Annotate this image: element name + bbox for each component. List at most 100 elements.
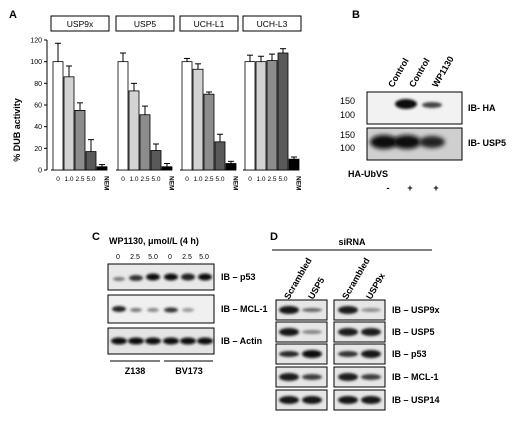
mw-marker-150-bottom: 150 (340, 130, 355, 140)
dose-label: 2.5 (182, 254, 192, 261)
blot-mcl1-c (107, 294, 215, 324)
mw-marker-150-top: 150 (340, 96, 355, 106)
treatment-lane-3: + (433, 183, 438, 193)
x-tick-label: NEM (168, 176, 175, 190)
y-tick-label: 100 (30, 59, 42, 66)
blot-band (361, 308, 381, 312)
blot-band (361, 328, 381, 336)
panel-d-title: siRNA (338, 237, 366, 247)
y-tick-label: 80 (34, 81, 42, 88)
panel-c-title: WP1130, μmol/L (4 h) (109, 236, 199, 246)
blot-box-right (333, 321, 386, 343)
y-tick-label: 60 (34, 103, 42, 110)
blot-band (279, 306, 299, 314)
dose-label: 2.5 (130, 254, 140, 261)
x-tick-label: 1.0 (256, 176, 265, 183)
blot-band (361, 374, 381, 380)
x-tick-label: NEM (103, 176, 110, 190)
panel-b-lane-labels: Control Control WP1130 (386, 55, 456, 89)
lane-label-usp9x: USP9x (364, 271, 387, 301)
group-header (242, 15, 302, 32)
dose-label: 5.0 (199, 254, 209, 261)
blot-label: IB – MCL-1 (392, 372, 439, 382)
panel-b-letter: B (352, 9, 360, 21)
group-header (115, 15, 175, 32)
blot-band (279, 373, 299, 381)
x-tick-label: NEM (232, 176, 239, 190)
blot-box-right (333, 343, 386, 365)
cell-line-bv173: BV173 (175, 366, 203, 376)
blot-band (302, 308, 322, 312)
bar (255, 61, 267, 171)
bar (150, 150, 162, 171)
blot-p53-c (107, 263, 215, 291)
x-tick-label: 0 (56, 176, 60, 183)
dose-label: 0 (168, 254, 172, 261)
panel-d-blots: IB – USP9x IB – USP5 IB – p53 IB – MCL-1 IB … (275, 299, 440, 411)
bar (203, 93, 215, 171)
blot-box-left (275, 343, 328, 365)
blot-box-right (333, 366, 386, 388)
x-tick-label: 2.5 (140, 176, 149, 183)
x-tick-label: 2.5 (75, 176, 84, 183)
blot-band (302, 330, 322, 334)
bar (96, 166, 108, 171)
group-label: UCH-L3 (257, 19, 288, 29)
bar (161, 166, 173, 171)
blot-box-left (275, 366, 328, 388)
x-tick-label: 5.0 (86, 176, 95, 183)
x-tick-label: 5.0 (151, 176, 160, 183)
x-tick-label: 5.0 (215, 176, 224, 183)
blot-label: IB – USP9x (392, 305, 440, 315)
bar (225, 163, 237, 171)
group-header (179, 15, 239, 32)
x-tick-label: 2.5 (267, 176, 276, 183)
blot-usp5-b (366, 127, 463, 161)
x-tick-label: 2.5 (204, 176, 213, 183)
bar (277, 52, 289, 171)
blot-band (361, 396, 381, 404)
bar (52, 61, 64, 171)
x-tick-label: NEM (295, 176, 302, 190)
y-tick-label: 120 (30, 38, 42, 45)
blot-band (302, 350, 322, 358)
bar (139, 114, 151, 171)
y-tick-label: 40 (34, 124, 42, 131)
y-axis-label: % DUB activity (12, 98, 22, 162)
group-label: UCH-L1 (194, 19, 225, 29)
group-label: USP5 (134, 19, 156, 29)
mw-marker-100-top: 100 (340, 110, 355, 120)
blot-band (302, 396, 322, 404)
group-header (50, 15, 110, 32)
dose-label: 5.0 (148, 254, 158, 261)
lane-label-wp1130: WP1130 (430, 55, 456, 89)
bar (128, 90, 140, 171)
treatment-lane-1: - (387, 183, 390, 193)
blot-band (302, 374, 322, 380)
x-tick-label: 5.0 (278, 176, 287, 183)
blot-ha (366, 91, 463, 125)
blot-label-p53-c: IB – p53 (221, 272, 256, 282)
blot-band (338, 306, 358, 314)
blot-box-right (333, 389, 386, 411)
blot-label-actin-c: IB – Actin (221, 336, 262, 346)
bar (117, 61, 129, 171)
blot-actin-c (107, 327, 215, 355)
panel-d-lane-labels: Scrambled USP5 Scrambled USP9x (282, 256, 387, 301)
x-tick-label: 1.0 (129, 176, 138, 183)
x-tick-label: 0 (121, 176, 125, 183)
blot-label-usp5-b: IB- USP5 (468, 138, 506, 148)
x-tick-label: 1.0 (64, 176, 73, 183)
bar (74, 110, 86, 171)
blot-label: IB – USP5 (392, 327, 435, 337)
group-label: USP9x (67, 19, 94, 29)
bar (214, 141, 226, 171)
treatment-lane-2: + (407, 183, 412, 193)
bar (266, 60, 278, 171)
blot-band (279, 396, 299, 404)
bar (288, 158, 300, 171)
bar (244, 61, 256, 171)
blot-label-mcl1-c: IB – MCL-1 (221, 304, 268, 314)
